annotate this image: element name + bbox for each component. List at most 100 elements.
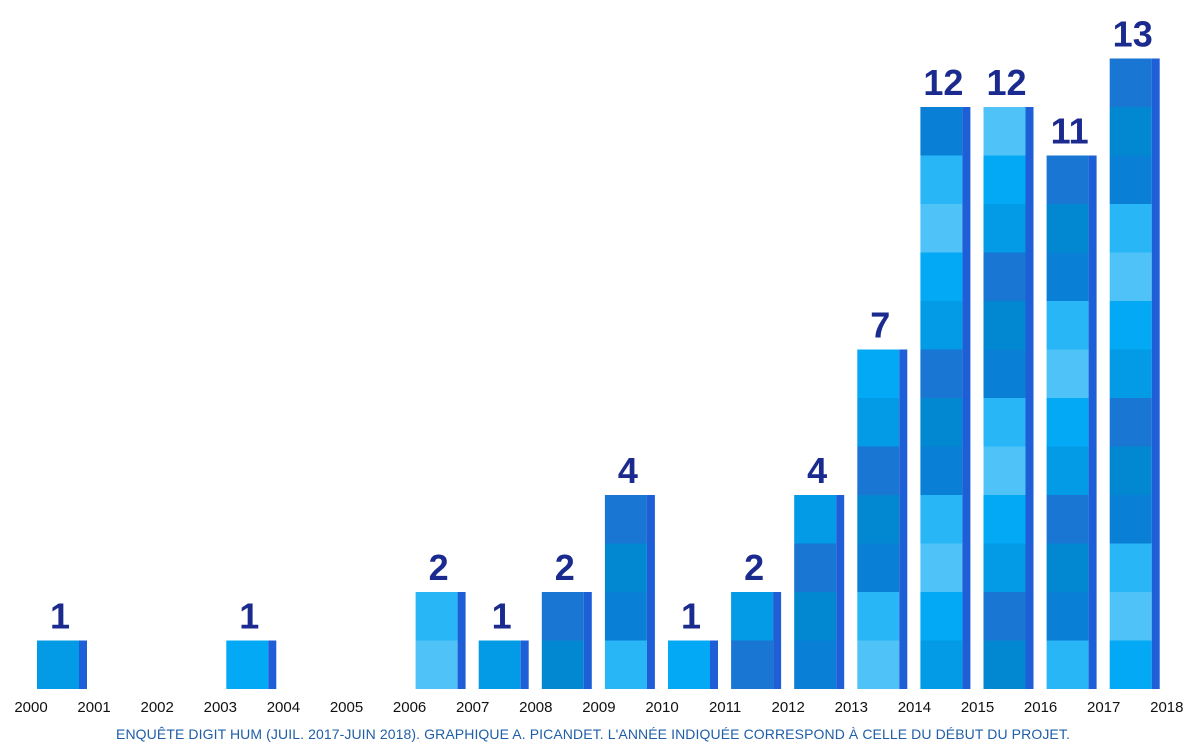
x-tick-label: 2017 bbox=[1087, 699, 1120, 716]
bar-segment-edge bbox=[1151, 446, 1160, 495]
bar-segment bbox=[1109, 398, 1152, 447]
bar-value-label: 12 bbox=[923, 62, 963, 103]
bar-segment-edge bbox=[646, 495, 655, 544]
x-tick-label: 2013 bbox=[835, 699, 868, 716]
bar-segment-edge bbox=[583, 640, 592, 689]
bar-segment-edge bbox=[1088, 543, 1097, 592]
bar-segment-edge bbox=[646, 640, 655, 689]
bar-segment-edge bbox=[79, 640, 87, 689]
bar-segment bbox=[1109, 446, 1152, 495]
bar-segment-edge bbox=[1025, 204, 1034, 253]
x-tick-label: 2007 bbox=[456, 699, 489, 716]
bar-segment-edge bbox=[1088, 446, 1097, 495]
bar-segment bbox=[1046, 301, 1089, 350]
bar-segment bbox=[983, 398, 1026, 447]
bar bbox=[226, 640, 277, 689]
bar-segment-edge bbox=[1088, 640, 1097, 689]
bar-segment-edge bbox=[1025, 252, 1034, 301]
bar-segment-edge bbox=[899, 495, 908, 544]
bar-segment-edge bbox=[268, 640, 277, 689]
bar-segment bbox=[920, 155, 963, 204]
bar-segment-edge bbox=[836, 640, 845, 689]
bar-segment-edge bbox=[962, 398, 971, 447]
bar-segment bbox=[1046, 495, 1089, 544]
bar-segment-edge bbox=[1151, 252, 1160, 301]
bar-value-label: 2 bbox=[555, 547, 575, 588]
bar-segment bbox=[920, 446, 963, 495]
bar-segment-edge bbox=[1151, 640, 1160, 689]
bar-segment bbox=[983, 107, 1026, 156]
bar-segment bbox=[983, 543, 1026, 592]
bar-segment bbox=[1109, 543, 1152, 592]
bar-segment bbox=[920, 543, 963, 592]
bar bbox=[541, 592, 592, 689]
bar-segment-edge bbox=[1151, 155, 1160, 204]
bar-segment bbox=[1046, 640, 1089, 689]
bar-segment bbox=[1109, 204, 1152, 253]
bar-segment-edge bbox=[1151, 301, 1160, 350]
bar-segment-edge bbox=[1025, 398, 1034, 447]
bar-segment-edge bbox=[962, 252, 971, 301]
bar bbox=[415, 592, 466, 689]
bar-segment-edge bbox=[962, 204, 971, 253]
bar-segment-edge bbox=[899, 446, 908, 495]
x-tick-label: 2005 bbox=[330, 699, 363, 716]
bar-segment bbox=[983, 301, 1026, 350]
bar-segment bbox=[1046, 155, 1089, 204]
bar bbox=[857, 349, 908, 689]
bar-segment bbox=[857, 592, 900, 641]
bar-segment-edge bbox=[1025, 349, 1034, 398]
x-tick-label: 2010 bbox=[645, 699, 678, 716]
bar-segment-edge bbox=[1088, 495, 1097, 544]
bar-segment bbox=[857, 349, 900, 398]
x-tick-label: 2004 bbox=[267, 699, 300, 716]
bar-segment bbox=[1109, 252, 1152, 301]
bar bbox=[668, 640, 718, 689]
bar-segment-edge bbox=[962, 543, 971, 592]
bar-value-label: 1 bbox=[239, 596, 259, 637]
bar-segment-edge bbox=[1151, 58, 1160, 107]
bar-segment-edge bbox=[1025, 301, 1034, 350]
bar-segment bbox=[1109, 155, 1152, 204]
bar-segment bbox=[983, 446, 1026, 495]
bar-segment bbox=[857, 543, 900, 592]
bar-segment-edge bbox=[962, 155, 971, 204]
bar-segment bbox=[604, 592, 647, 641]
bar-segment-edge bbox=[710, 640, 718, 689]
bar-segment-edge bbox=[1025, 107, 1034, 156]
bar bbox=[983, 107, 1034, 689]
bar-segment bbox=[1046, 349, 1089, 398]
bar-segment bbox=[920, 252, 963, 301]
bar-segment-edge bbox=[962, 349, 971, 398]
bar bbox=[604, 495, 655, 689]
bar-segment bbox=[604, 640, 647, 689]
bar-segment-edge bbox=[583, 592, 592, 641]
bar bbox=[1046, 155, 1097, 689]
bar-segment-edge bbox=[899, 592, 908, 641]
bar-segment bbox=[731, 592, 774, 641]
x-tick-label: 2000 bbox=[14, 699, 47, 716]
bar-segment bbox=[983, 592, 1026, 641]
x-tick-label: 2016 bbox=[1024, 699, 1057, 716]
bar-segment bbox=[1046, 592, 1089, 641]
bar-segment bbox=[1046, 252, 1089, 301]
bar-value-label: 2 bbox=[429, 547, 449, 588]
bar-segment-edge bbox=[962, 592, 971, 641]
bar-value-label: 7 bbox=[870, 305, 890, 346]
bar-value-label: 12 bbox=[986, 62, 1026, 103]
bar-segment-edge bbox=[1025, 543, 1034, 592]
bar-segment-edge bbox=[1088, 398, 1097, 447]
bar-segment-edge bbox=[1025, 446, 1034, 495]
bar-segment bbox=[541, 592, 584, 641]
bar-segment bbox=[857, 495, 900, 544]
bar-segment bbox=[1046, 398, 1089, 447]
bar-segment-edge bbox=[962, 446, 971, 495]
bar-segment bbox=[1046, 446, 1089, 495]
bar-segment-edge bbox=[520, 640, 529, 689]
bar-segment bbox=[1109, 592, 1152, 641]
bar-segment-edge bbox=[1088, 592, 1097, 641]
x-tick-label: 2003 bbox=[204, 699, 237, 716]
bar-segment-edge bbox=[773, 640, 782, 689]
